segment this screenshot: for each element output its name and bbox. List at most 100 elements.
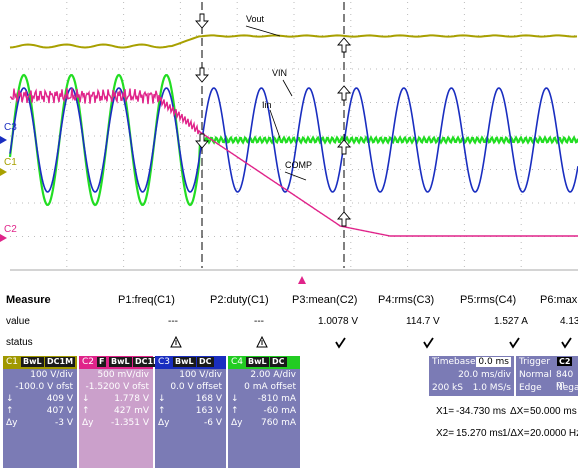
- channel-vdiv-row: 500 mV/div: [79, 369, 153, 381]
- timebase-panel[interactable]: Timebase 0.0 ms 20.0 ms/div 200 kS 1.0 M…: [429, 356, 514, 396]
- cursor-arrow-icon[interactable]: [195, 67, 209, 83]
- trigger-panel[interactable]: Trigger C2 Normal 840 m Edge Negati: [516, 356, 578, 396]
- timebase-div: 20.0 ms/div: [458, 370, 511, 380]
- check-icon: [423, 337, 434, 349]
- cursor-dx-label: ΔX=: [510, 406, 530, 417]
- trigger-mode: Normal: [519, 370, 552, 380]
- channel-offset-row: 0 mA offset: [228, 381, 300, 393]
- scope-display[interactable]: [0, 0, 578, 290]
- channel-tag: DC: [197, 357, 214, 367]
- measure-col-p1[interactable]: P1:freq(C1): [118, 294, 175, 306]
- channel-box-c4[interactable]: C4 BwL DC 2.00 A/div 0 mA offset ↓ -810 mA ↑ -60…: [228, 356, 300, 468]
- channel-offset-row: 0.0 V offset: [155, 381, 226, 393]
- channel-cursor-2-row: ↑ 407 V: [3, 405, 77, 417]
- measure-col-p2[interactable]: P2:duty(C1): [210, 294, 269, 306]
- channel-tag: BwL: [109, 357, 132, 367]
- cursor-arrow-icon[interactable]: [337, 37, 351, 53]
- channel-cursor-1-label: ↓: [158, 394, 166, 404]
- channel-cursor-1-row: ↓ 409 V: [3, 393, 77, 405]
- cursor-x1-label: X1=: [436, 406, 455, 417]
- cursor-lines[interactable]: [195, 2, 351, 268]
- channel-delta-y-label: Δy: [6, 418, 18, 428]
- channel-box-c1[interactable]: C1 BwL DC1M 100 V/div -100.0 V ofst ↓ 409 V ↑ 40…: [3, 356, 77, 468]
- measure-value-p4: 114.7 V: [406, 316, 440, 327]
- channel-tag: BwL: [246, 357, 269, 367]
- check-icon: [561, 337, 572, 349]
- channel-name: C2: [82, 357, 95, 367]
- channel-tag: DC: [270, 357, 287, 367]
- channel-cursor-1: 1.778 V: [114, 394, 149, 404]
- channel-tag: BwL: [173, 357, 196, 367]
- cursor-inv-value: 20.0000 Hz: [530, 428, 578, 439]
- channel-cursor-2: 427 mV: [114, 406, 149, 416]
- channel-delta-y-row: Δy -6 V: [155, 417, 226, 429]
- trace-comp: [9, 88, 578, 237]
- channel-cursor-1-row: ↓ 1.778 V: [79, 393, 153, 405]
- channel-offset: -100.0 V ofst: [15, 382, 73, 392]
- channel-cursor-1: 168 V: [195, 394, 222, 404]
- channel-delta-y-row: Δy 760 mA: [228, 417, 300, 429]
- trace-label-comp: COMP: [285, 160, 312, 170]
- measure-col-p3[interactable]: P3:mean(C2): [292, 294, 358, 306]
- measure-value-p5: 1.527 A: [494, 316, 528, 327]
- channel-tag: F: [97, 357, 107, 367]
- measure-col-p4[interactable]: P4:rms(C3): [378, 294, 435, 306]
- cursor-inv-label: 1/ΔX=: [502, 428, 530, 439]
- leader-vin: [282, 79, 293, 97]
- channel-cursor-2-label: ↑: [82, 406, 90, 416]
- cursor-arrow-icon[interactable]: [337, 85, 351, 101]
- measure-col-p6[interactable]: P6:max(C: [540, 294, 578, 306]
- measure-value-p6: 4.13: [560, 316, 578, 327]
- channel-vdiv-row: 100 V/div: [155, 369, 226, 381]
- channel-label-c2: C2: [4, 224, 17, 235]
- channel-name: C1: [6, 357, 19, 367]
- channel-cursor-1-label: ↓: [6, 394, 14, 404]
- channel-delta-y-row: Δy -3 V: [3, 417, 77, 429]
- channel-offset-row: -1.5200 V ofst: [79, 381, 153, 393]
- channel-cursor-2-label: ↑: [231, 406, 239, 416]
- cursor-x2-value: 15.270 ms: [456, 428, 503, 439]
- trigger-slope: Negati: [556, 383, 578, 393]
- channel-cursor-1-label: ↓: [231, 394, 239, 404]
- measure-col-p5[interactable]: P5:rms(C4): [460, 294, 517, 306]
- leader-comp: [284, 171, 307, 181]
- channel-box-c3[interactable]: C3 BwL DC 100 V/div 0.0 V offset ↓ 168 V ↑ 163 V…: [155, 356, 226, 468]
- channel-vdiv: 2.00 A/div: [250, 370, 296, 380]
- channel-cursor-1-row: ↓ 168 V: [155, 393, 226, 405]
- channel-box-header: C2 F BwL DC1M: [79, 356, 164, 369]
- channel-vdiv: 500 mV/div: [97, 370, 149, 380]
- channel-cursor-2-label: ↑: [6, 406, 14, 416]
- cursor-arrow-icon[interactable]: [337, 139, 351, 155]
- level-marker-c2: [0, 234, 7, 242]
- cursor-dx-value: 50.000 ms: [530, 406, 577, 417]
- waveforms: [0, 25, 578, 242]
- channel-label-c1: C1: [4, 157, 17, 168]
- channel-delta-y: 760 mA: [261, 418, 296, 428]
- cursor-arrow-icon[interactable]: [195, 13, 209, 29]
- channel-offset-row: -100.0 V ofst: [3, 381, 77, 393]
- trigger-position-marker: [298, 276, 306, 284]
- graticule: [10, 2, 578, 271]
- channel-cursor-2: -60 mA: [263, 406, 296, 416]
- trace-vin: [9, 87, 578, 193]
- channel-name: C4: [231, 357, 244, 367]
- timebase-samples: 200 kS: [432, 383, 463, 393]
- channel-cursor-2: 163 V: [195, 406, 222, 416]
- channel-vdiv: 100 V/div: [179, 370, 222, 380]
- measure-heading: Measure: [6, 294, 51, 306]
- trace-label-vout: Vout: [246, 14, 265, 24]
- channel-box-header: C3 BwL DC: [155, 356, 226, 369]
- cursor-arrow-icon[interactable]: [195, 133, 209, 149]
- level-marker-c3: [0, 136, 7, 144]
- timebase-delay: 0.0 ms: [476, 357, 511, 367]
- channel-delta-y: -1.351 V: [110, 418, 149, 428]
- leader-iin: [269, 109, 281, 139]
- channel-delta-y-label: Δy: [82, 418, 94, 428]
- channel-delta-y: -3 V: [55, 418, 73, 428]
- channel-cursor-1: 409 V: [46, 394, 73, 404]
- channel-box-c2[interactable]: C2 F BwL DC1M 500 mV/div -1.5200 V ofst ↓ 1.778…: [79, 356, 164, 468]
- cursor-arrow-icon[interactable]: [337, 211, 351, 227]
- channel-delta-y-label: Δy: [158, 418, 170, 428]
- measure-value-p1: ---: [168, 316, 178, 327]
- channel-delta-y: -6 V: [204, 418, 222, 428]
